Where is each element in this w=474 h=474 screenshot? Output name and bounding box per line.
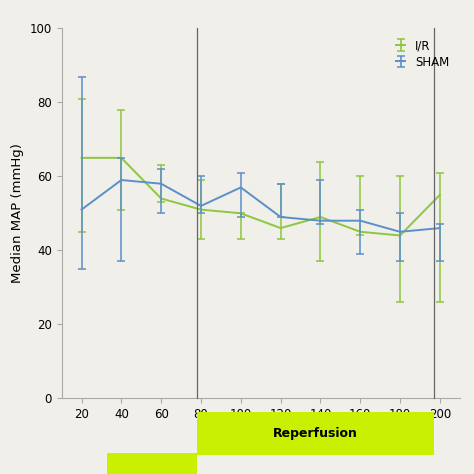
Legend: I/R, SHAM: I/R, SHAM <box>392 34 454 73</box>
Y-axis label: Median MAP (mmHg): Median MAP (mmHg) <box>11 143 24 283</box>
Text: Reperfusion: Reperfusion <box>273 427 358 440</box>
